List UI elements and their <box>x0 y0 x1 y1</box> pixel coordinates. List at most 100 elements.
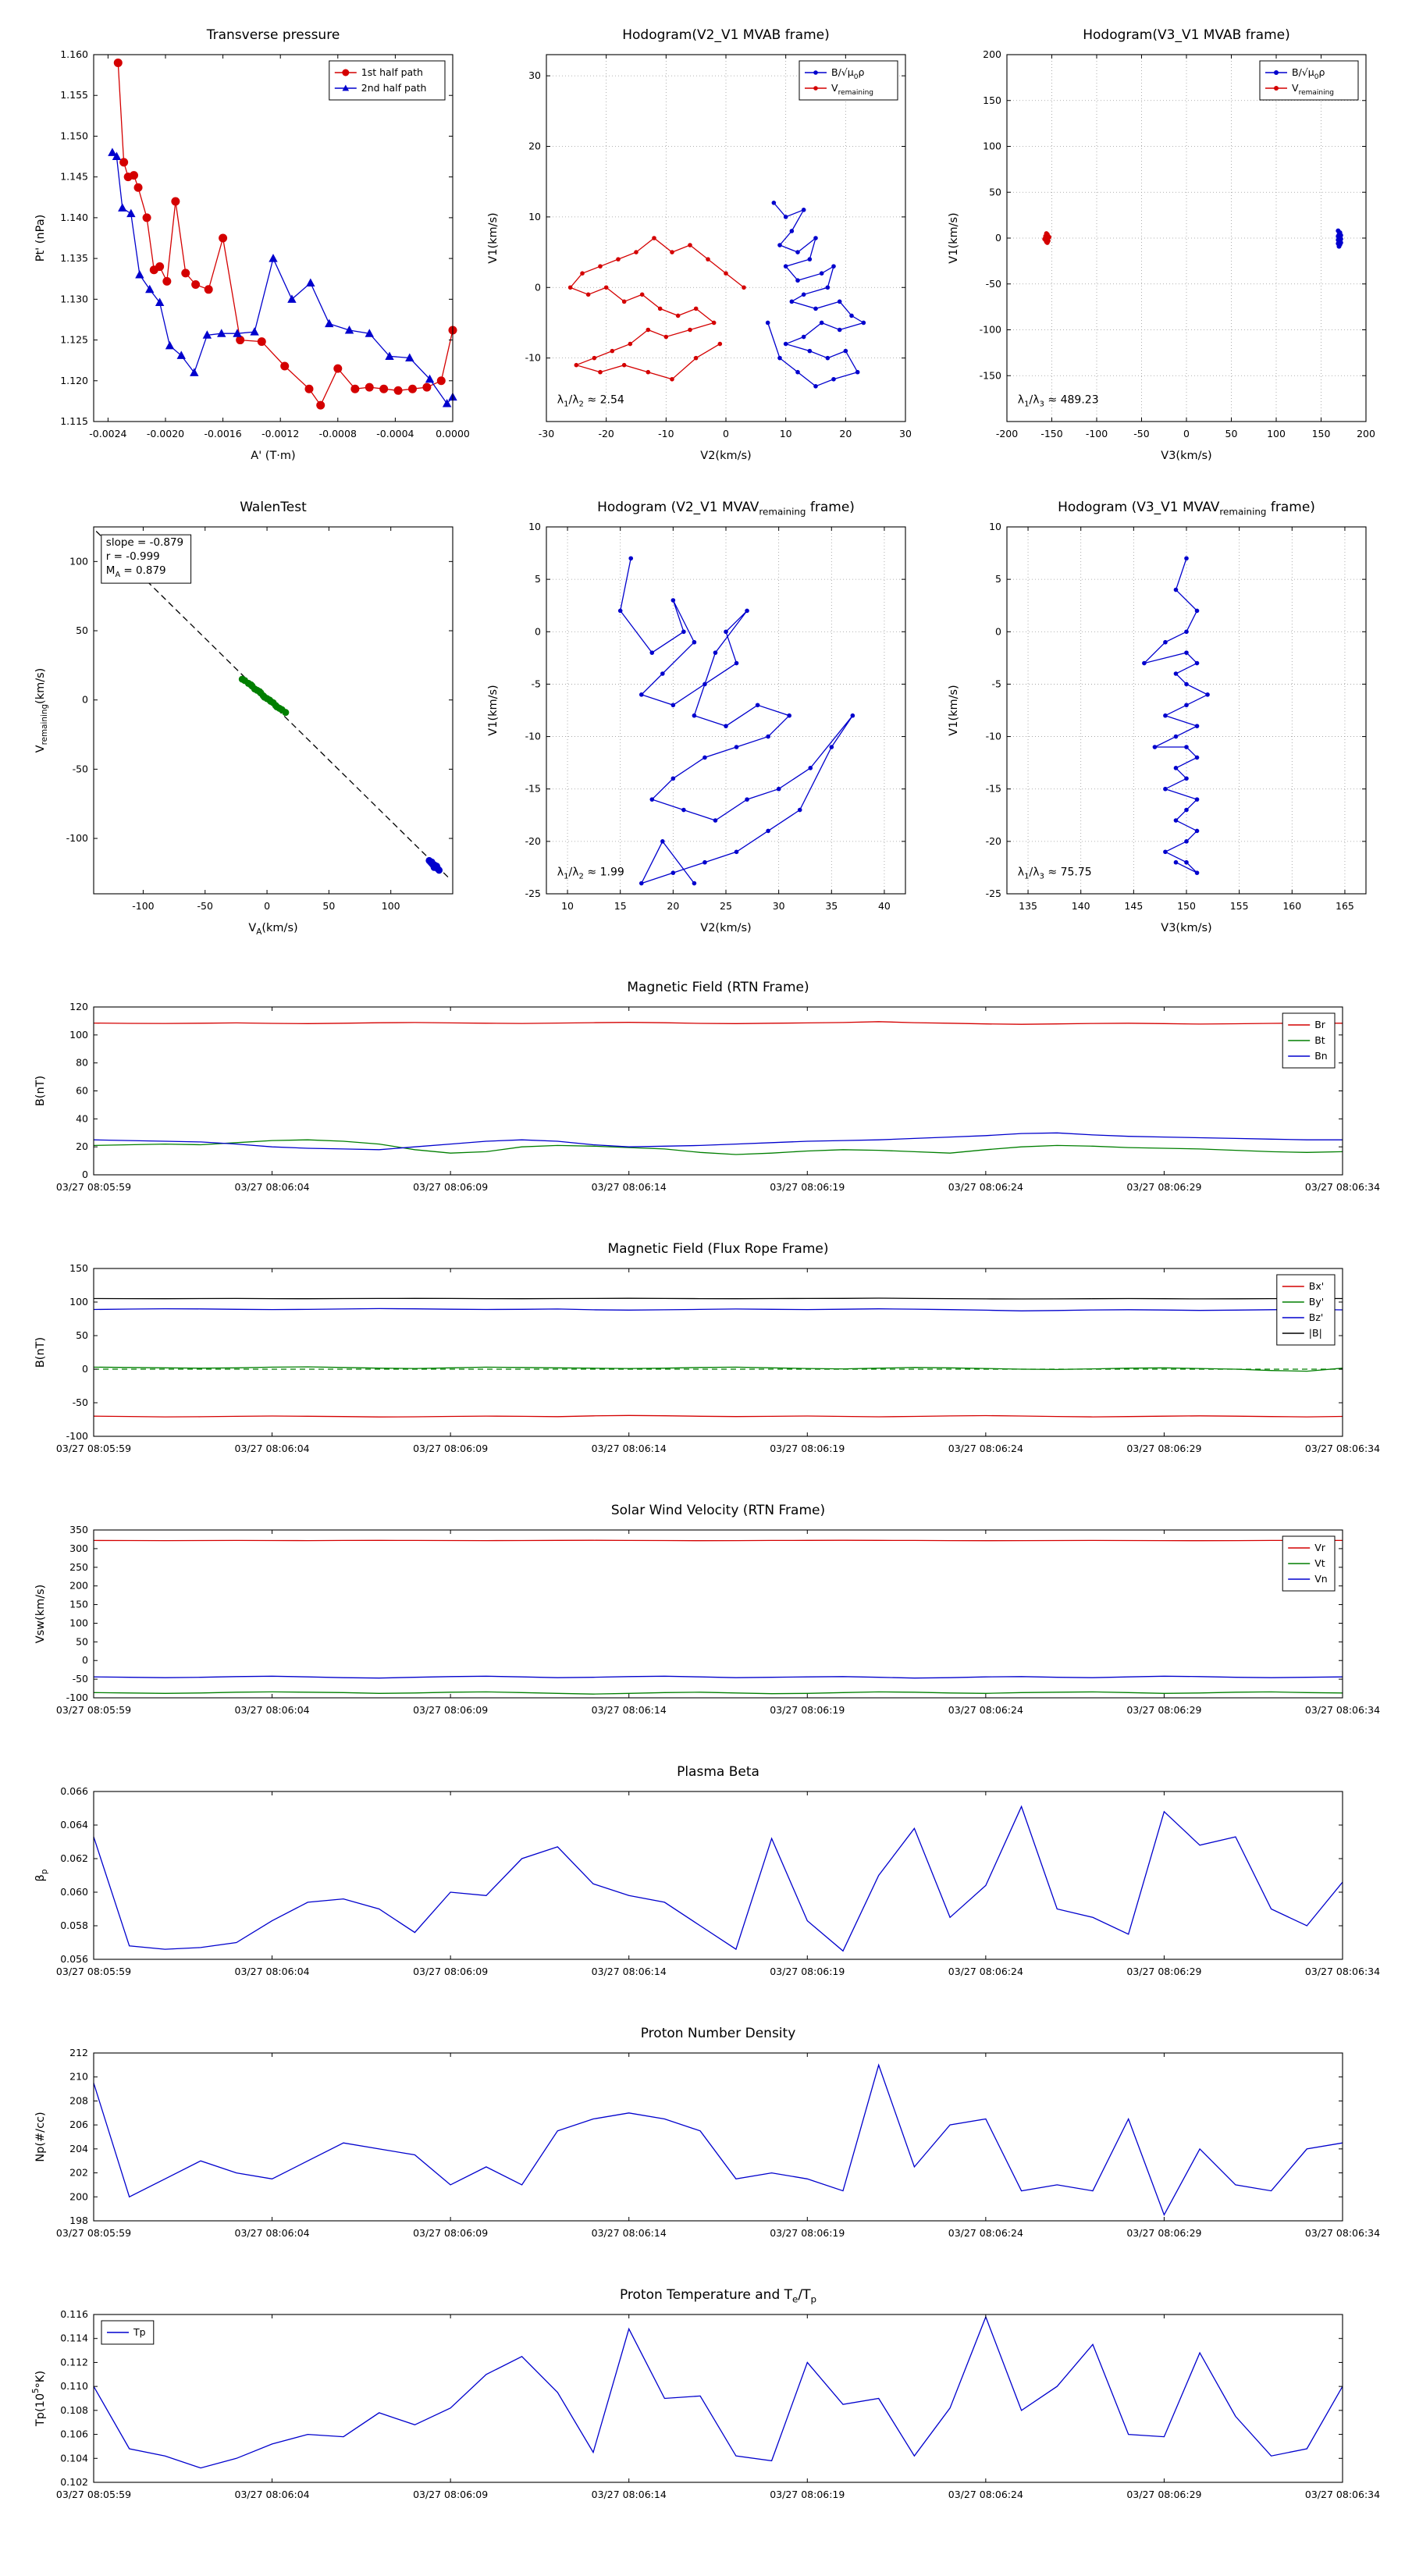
svg-text:03/27 08:06:29: 03/27 08:06:29 <box>1126 1966 1201 1977</box>
svg-text:10: 10 <box>989 521 1001 532</box>
svg-text:-50: -50 <box>73 1397 88 1408</box>
svg-text:V1(km/s): V1(km/s) <box>948 685 960 735</box>
svg-text:10: 10 <box>780 428 792 439</box>
svg-text:03/27 08:06:19: 03/27 08:06:19 <box>770 1181 845 1193</box>
svg-text:35: 35 <box>825 900 838 912</box>
svg-text:-100: -100 <box>1086 428 1108 439</box>
title-hodogram-v2v1-mvav: Hodogram (V2_V1 MVAVremaining frame) <box>597 500 855 518</box>
svg-text:0: 0 <box>535 281 541 293</box>
svg-text:1.115: 1.115 <box>60 415 88 427</box>
svg-text:350: 350 <box>69 1524 88 1535</box>
svg-text:0: 0 <box>82 1654 88 1666</box>
svg-text:50: 50 <box>322 900 335 912</box>
svg-text:1.150: 1.150 <box>60 130 88 141</box>
svg-text:1.130: 1.130 <box>60 293 88 304</box>
vsw_rtn-legend: Vr Vt Vn <box>1282 1535 1336 1592</box>
svg-text:03/27 08:06:34: 03/27 08:06:34 <box>1305 1443 1380 1454</box>
svg-text:0: 0 <box>82 1363 88 1375</box>
svg-text:03/27 08:06:09: 03/27 08:06:09 <box>413 1704 488 1716</box>
svg-text:2nd half path: 2nd half path <box>361 82 427 94</box>
svg-text:0: 0 <box>82 1169 88 1180</box>
svg-text:0.112: 0.112 <box>60 2356 88 2368</box>
title-hodogram-v3v1-mvab: Hodogram(V3_V1 MVAB frame) <box>1083 27 1290 43</box>
svg-text:By': By' <box>1309 1296 1324 1308</box>
svg-text:03/27 08:06:34: 03/27 08:06:34 <box>1305 1181 1380 1193</box>
svg-text:208: 208 <box>69 2094 88 2106</box>
svg-text:03/27 08:06:34: 03/27 08:06:34 <box>1305 2489 1380 2500</box>
svg-text:03/27 08:06:09: 03/27 08:06:09 <box>413 1443 488 1454</box>
title-transverse-pressure: Transverse pressure <box>206 27 340 43</box>
svg-text:0.114: 0.114 <box>60 2332 88 2344</box>
b_fluxrope-series-Bx' <box>93 1414 1343 1418</box>
hodogram_v3v1_mvab-series-B/√μ0ρ <box>1336 228 1343 249</box>
svg-text:200: 200 <box>983 48 1001 60</box>
svg-text:-0.0008: -0.0008 <box>319 428 357 439</box>
title-proton-number-density: Proton Number Density <box>640 2026 796 2041</box>
vsw_rtn-plot: 03/27 08:05:59 03/27 08:06:04 03/27 08:06:… <box>34 1524 1380 1716</box>
svg-text:200: 200 <box>1357 428 1375 439</box>
svg-text:0.116: 0.116 <box>60 2308 88 2320</box>
b_rtn-series-Br <box>93 1021 1343 1025</box>
svg-text:50: 50 <box>989 186 1001 197</box>
svg-text:120: 120 <box>69 1001 88 1012</box>
svg-text:0: 0 <box>82 694 88 706</box>
svg-text:-50: -50 <box>986 278 1001 290</box>
hodogram_v3v1_mvav-plot: 135 140 145 150 155 160 165 -25 -20 -15 -10 -5 0 5 10 V… <box>948 521 1367 934</box>
svg-text:30: 30 <box>528 69 541 81</box>
svg-text:λ1/λ3 ≈ 489.23: λ1/λ3 ≈ 489.23 <box>1018 394 1099 409</box>
svg-text:0.0000: 0.0000 <box>436 428 470 439</box>
svg-text:-0.0016: -0.0016 <box>204 428 241 439</box>
svg-text:03/27 08:05:59: 03/27 08:05:59 <box>56 1704 131 1716</box>
title-walen-test: WalenTest <box>240 500 307 515</box>
title-plasma-beta: Plasma Beta <box>677 1764 759 1780</box>
svg-text:B(nT): B(nT) <box>34 1076 47 1106</box>
svg-text:slope = -0.879: slope = -0.879 <box>106 536 183 549</box>
svg-text:50: 50 <box>76 1329 88 1341</box>
svg-text:MA = 0.879: MA = 0.879 <box>106 564 166 579</box>
svg-text:145: 145 <box>1124 900 1143 912</box>
svg-text:150: 150 <box>69 1599 88 1610</box>
hodogram_v2v1_mvab-plot: -30 -20 -10 0 10 20 30 -10 0 10 20 30 V2(km/s) V1(km/… <box>487 54 912 462</box>
svg-text:Bt: Bt <box>1314 1034 1325 1046</box>
svg-text:03/27 08:06:04: 03/27 08:06:04 <box>235 2227 310 2239</box>
svg-text:-50: -50 <box>197 900 213 912</box>
svg-text:Vremaining: Vremaining <box>831 82 873 97</box>
title-magnetic-field-fluxrope: Magnetic Field (Flux Rope Frame) <box>607 1241 829 1257</box>
svg-text:50: 50 <box>1225 428 1238 439</box>
b_rtn-series-Bt <box>93 1139 1343 1155</box>
svg-text:V1(km/s): V1(km/s) <box>487 212 500 263</box>
svg-text:03/27 08:06:19: 03/27 08:06:19 <box>770 1443 845 1454</box>
svg-text:-150: -150 <box>980 369 1001 381</box>
walen_test-plot: -100 -50 0 50 100 -100 -50 0 50 100 VA(km/s) Vremai… <box>34 526 454 937</box>
b_fluxrope-series-|B| <box>93 1297 1343 1300</box>
svg-text:-25: -25 <box>525 888 541 899</box>
svg-text:-20: -20 <box>986 835 1001 847</box>
transverse_pressure-plot: -0.0024 -0.0020 -0.0016 -0.0012 -0.0008 -0.00… <box>34 48 470 462</box>
hodogram_v3v1_mvav-series <box>1142 556 1210 875</box>
b_rtn-plot: 03/27 08:05:59 03/27 08:06:04 03/27 08:06:… <box>34 1001 1380 1193</box>
svg-text:0: 0 <box>535 625 541 637</box>
svg-text:Vt: Vt <box>1314 1557 1325 1569</box>
svg-text:03/27 08:06:14: 03/27 08:06:14 <box>592 1704 667 1716</box>
svg-text:165: 165 <box>1336 900 1354 912</box>
svg-text:Vr: Vr <box>1314 1542 1326 1553</box>
svg-text:03/27 08:06:24: 03/27 08:06:24 <box>948 2227 1023 2239</box>
svg-text:03/27 08:06:24: 03/27 08:06:24 <box>948 1704 1023 1716</box>
svg-text:-100: -100 <box>66 1430 88 1442</box>
svg-text:03/27 08:05:59: 03/27 08:05:59 <box>56 1443 131 1454</box>
svg-text:100: 100 <box>382 900 400 912</box>
svg-text:202: 202 <box>69 2167 88 2179</box>
svg-text:-30: -30 <box>539 428 554 439</box>
svg-text:-20: -20 <box>525 835 541 847</box>
svg-text:A' (T·m): A' (T·m) <box>251 450 295 462</box>
svg-text:-50: -50 <box>1133 428 1149 439</box>
svg-text:-100: -100 <box>132 900 154 912</box>
svg-text:150: 150 <box>69 1262 88 1274</box>
svg-text:03/27 08:06:14: 03/27 08:06:14 <box>592 2227 667 2239</box>
svg-text:-0.0004: -0.0004 <box>376 428 414 439</box>
svg-text:03/27 08:06:19: 03/27 08:06:19 <box>770 2227 845 2239</box>
svg-text:03/27 08:06:19: 03/27 08:06:19 <box>770 1704 845 1716</box>
svg-text:212: 212 <box>69 2047 88 2058</box>
